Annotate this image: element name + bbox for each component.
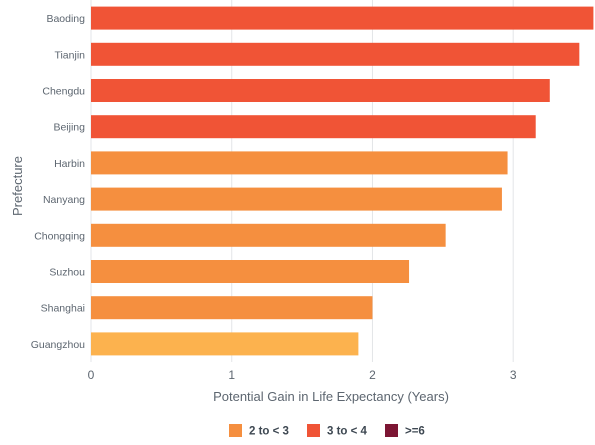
category-label-nanyang: Nanyang: [43, 194, 85, 206]
bar-baoding: [91, 6, 594, 30]
category-label-shanghai: Shanghai: [41, 303, 85, 315]
bar-suzhou: [91, 260, 410, 283]
y-axis-title: Prefecture: [10, 156, 25, 216]
category-label-suzhou: Suzhou: [49, 267, 85, 279]
legend-label-2: >=6: [405, 426, 425, 438]
x-tick-label: 3: [510, 368, 517, 382]
category-label-tianjin: Tianjin: [54, 49, 85, 61]
legend-label-1: 3 to < 4: [327, 426, 368, 438]
category-label-guangzhou: Guangzhou: [31, 339, 85, 351]
legend-swatch-2: [385, 424, 398, 437]
x-axis-title: Potential Gain in Life Expectancy (Years…: [213, 389, 449, 404]
bar-nanyang: [91, 187, 502, 211]
bar-guangzhou: [91, 332, 359, 356]
bar-tianjin: [91, 42, 580, 66]
category-label-baoding: Baoding: [46, 13, 85, 25]
category-label-chongqing: Chongqing: [34, 230, 85, 242]
bars: [91, 6, 594, 356]
x-tick-label: 0: [88, 368, 95, 382]
bar-beijing: [91, 115, 536, 139]
bar-harbin: [91, 151, 508, 175]
x-tick-labels: 0 1 2 3: [88, 368, 517, 382]
bar-chengdu: [91, 79, 550, 102]
legend-swatch-0: [229, 424, 242, 437]
legend-label-0: 2 to < 3: [249, 426, 289, 438]
legend-swatch-1: [307, 424, 320, 437]
x-tick-label: 1: [228, 368, 235, 382]
x-tick-label: 2: [369, 368, 376, 382]
category-label-chengdu: Chengdu: [42, 86, 85, 98]
bar-shanghai: [91, 296, 373, 320]
category-label-beijing: Beijing: [53, 122, 85, 134]
category-label-harbin: Harbin: [54, 158, 85, 170]
category-labels: Baoding Tianjin Chengdu Beijing Harbin Nanyan…: [31, 13, 85, 351]
bar-chongqing: [91, 223, 446, 247]
legend: 2 to < 3 3 to < 4 >=6: [229, 424, 425, 438]
